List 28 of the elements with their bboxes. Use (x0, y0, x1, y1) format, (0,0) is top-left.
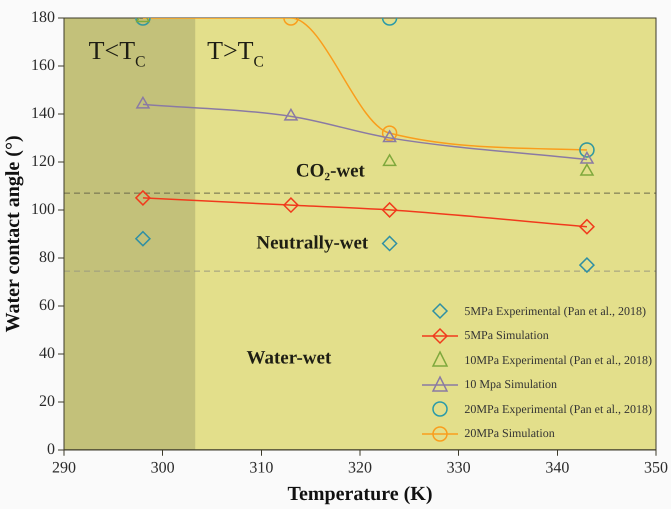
y-tick-label: 140 (31, 105, 55, 122)
y-tick-label: 80 (39, 249, 55, 266)
annotation: Water-wet (246, 347, 332, 368)
y-tick-label: 40 (39, 345, 55, 362)
legend-label: 10 Mpa Simulation (464, 377, 558, 392)
x-tick-label: 330 (446, 460, 471, 477)
y-tick-label: 160 (31, 57, 55, 74)
legend-label: 20MPa Experimental (Pan et al., 2018) (464, 402, 652, 417)
x-tick-label: 300 (150, 460, 175, 477)
y-tick-label: 120 (31, 153, 55, 170)
x-tick-label: 320 (348, 460, 372, 477)
annotation: CO₂-wet (296, 160, 366, 182)
y-tick-label: 0 (47, 441, 55, 458)
x-tick-label: 350 (644, 460, 668, 477)
legend-label: 5MPa Experimental (Pan et al., 2018) (464, 304, 646, 319)
x-tick-label: 310 (249, 460, 274, 477)
legend-label: 10MPa Experimental (Pan et al., 2018) (464, 352, 652, 368)
legend-label: 20MPa Simulation (464, 426, 555, 442)
y-tick-label: 20 (39, 393, 55, 410)
legend-label: 5MPa Simulation (464, 328, 549, 344)
y-tick-label: 60 (39, 297, 55, 314)
x-tick-label: 340 (545, 460, 570, 477)
y-tick-label: 180 (31, 9, 55, 26)
annotation: Neutrally-wet (256, 232, 369, 254)
y-tick-label: 100 (31, 201, 55, 218)
x-axis-title: Temperature (K) (288, 483, 432, 506)
y-axis-title: Water contact angle (°) (2, 135, 24, 332)
x-tick-label: 290 (52, 460, 76, 477)
